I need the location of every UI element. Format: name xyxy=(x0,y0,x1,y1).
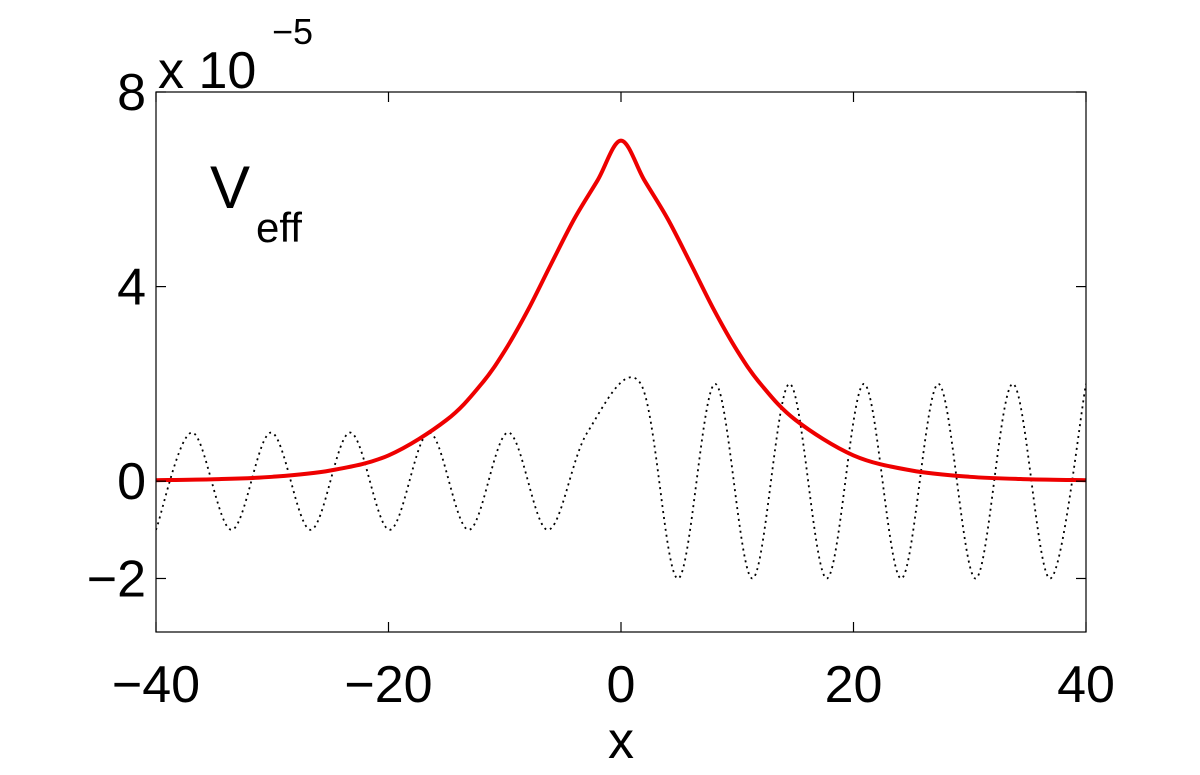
y-tick-label: −2 xyxy=(87,550,146,608)
annotation-main: V xyxy=(210,154,250,221)
series-line-dotted xyxy=(156,376,1086,580)
plot-lines xyxy=(156,138,1086,580)
y-exponent-base: x 10 xyxy=(158,42,256,100)
x-tick-label: 0 xyxy=(607,656,636,714)
annotation-subscript: eff xyxy=(256,204,302,251)
y-tick-label: 0 xyxy=(117,453,146,511)
veff-annotation: V eff xyxy=(210,154,302,251)
x-tick-label: 40 xyxy=(1057,656,1115,714)
series-line-red xyxy=(156,138,1086,483)
y-tick-label: 4 xyxy=(117,259,146,317)
y-tick-label: 8 xyxy=(117,64,146,122)
y-exponent-power: −5 xyxy=(272,11,313,52)
x-tick-label: −20 xyxy=(344,656,432,714)
x-tick-label: 20 xyxy=(825,656,883,714)
x-tick-label: −40 xyxy=(112,656,200,714)
y-axis-exponent: x 10 −5 xyxy=(158,11,313,100)
ticks xyxy=(155,91,1087,632)
x-axis-label: x xyxy=(608,712,634,770)
